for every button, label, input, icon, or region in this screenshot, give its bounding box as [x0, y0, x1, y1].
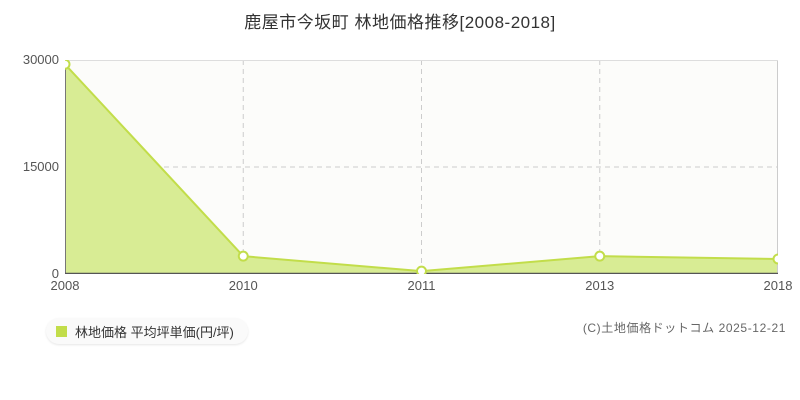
chart-legend[interactable]: 林地価格 平均坪単価(円/坪)	[46, 318, 248, 344]
legend-series-label: 林地価格 平均坪単価(円/坪)	[75, 324, 234, 340]
data-point-marker[interactable]	[772, 253, 779, 265]
plot-area	[65, 60, 778, 274]
x-axis-tick-label: 2010	[228, 278, 258, 293]
x-axis: 2008 2010 2011 2013 2018	[0, 278, 800, 298]
y-axis-tick-label: 15000	[22, 159, 59, 174]
x-axis-tick-label: 2018	[763, 278, 793, 293]
legend-color-swatch	[56, 325, 67, 337]
data-point-marker[interactable]	[65, 60, 71, 70]
copyright-credit: (C)土地価格ドットコム 2025-12-21	[582, 321, 786, 335]
x-axis-tick-label: 2013	[585, 278, 615, 293]
x-axis-tick-label: 2011	[407, 278, 436, 293]
data-point-marker[interactable]	[237, 250, 249, 262]
x-axis-tick-label: 2008	[50, 278, 80, 293]
data-point-marker[interactable]	[416, 265, 427, 274]
chart-plot-svg	[65, 60, 778, 274]
chart-title: 鹿屋市今坂町 林地価格推移[2008-2018]	[244, 13, 556, 32]
data-point-marker[interactable]	[594, 250, 606, 262]
y-axis-tick-label: 30000	[22, 52, 59, 67]
series-area-fill	[65, 64, 778, 274]
y-axis-tick-label: 0	[51, 266, 59, 281]
y-axis: 0 15000 30000	[0, 52, 59, 281]
